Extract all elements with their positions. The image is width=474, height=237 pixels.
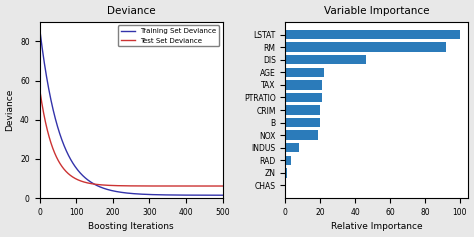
Bar bbox=[285, 168, 287, 178]
Bar bbox=[285, 181, 286, 190]
Test Set Deviance bbox=[146, 185, 152, 187]
Bar bbox=[285, 42, 446, 52]
Training Set Deviance bbox=[146, 193, 152, 196]
Bar bbox=[285, 118, 320, 127]
Line: Training Set Deviance: Training Set Deviance bbox=[40, 31, 223, 195]
Legend: Training Set Deviance, Test Set Deviance: Training Set Deviance, Test Set Deviance bbox=[118, 25, 219, 46]
Bar bbox=[285, 55, 365, 64]
Training Set Deviance bbox=[124, 191, 129, 194]
Bar bbox=[285, 80, 322, 90]
Test Set Deviance bbox=[124, 184, 129, 187]
Bar bbox=[285, 130, 319, 140]
Bar bbox=[285, 105, 320, 115]
Title: Deviance: Deviance bbox=[107, 5, 155, 16]
Training Set Deviance bbox=[125, 192, 131, 195]
Bar bbox=[285, 155, 291, 165]
X-axis label: Boosting Iterations: Boosting Iterations bbox=[88, 223, 174, 232]
Bar bbox=[285, 30, 460, 39]
Training Set Deviance bbox=[37, 29, 43, 32]
Bar bbox=[285, 68, 324, 77]
Test Set Deviance bbox=[37, 90, 43, 92]
Bar bbox=[285, 143, 299, 152]
Training Set Deviance bbox=[216, 194, 221, 197]
X-axis label: Relative Importance: Relative Importance bbox=[331, 223, 423, 232]
Test Set Deviance bbox=[187, 185, 192, 187]
Y-axis label: Deviance: Deviance bbox=[6, 89, 15, 131]
Test Set Deviance bbox=[216, 185, 221, 187]
Test Set Deviance bbox=[125, 184, 131, 187]
Test Set Deviance bbox=[136, 185, 142, 187]
Bar bbox=[285, 93, 322, 102]
Title: Variable Importance: Variable Importance bbox=[324, 5, 429, 16]
Test Set Deviance bbox=[220, 185, 226, 187]
Line: Test Set Deviance: Test Set Deviance bbox=[40, 91, 223, 186]
Training Set Deviance bbox=[136, 193, 142, 196]
Training Set Deviance bbox=[187, 194, 192, 196]
Training Set Deviance bbox=[220, 194, 226, 197]
